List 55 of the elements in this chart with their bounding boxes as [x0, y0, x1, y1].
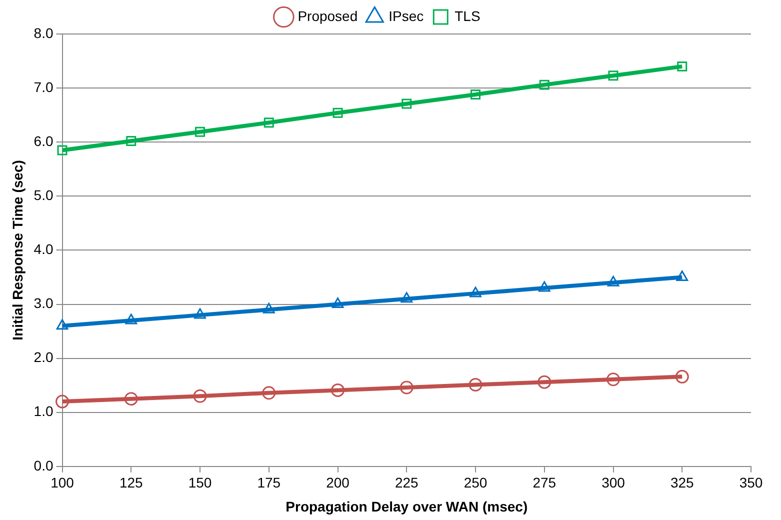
point	[608, 70, 618, 81]
point	[262, 386, 276, 400]
y-axis-title: Initial Response Time (sec)	[9, 160, 26, 340]
point	[400, 292, 413, 303]
x-tick-label: 125	[119, 474, 144, 491]
legend-label: Proposed	[298, 8, 358, 24]
point	[607, 276, 620, 286]
point	[57, 145, 68, 156]
legend-label: IPsec	[388, 8, 424, 24]
point	[676, 270, 688, 281]
point	[193, 389, 207, 403]
point	[126, 136, 136, 146]
point	[538, 375, 552, 389]
point	[677, 61, 688, 72]
point	[402, 98, 412, 109]
point	[331, 383, 345, 397]
x-tick-label: 225	[394, 474, 419, 491]
point	[606, 372, 620, 386]
y-tick-label: 3.0	[34, 295, 54, 312]
x-tick-label: 175	[257, 474, 281, 491]
point	[470, 90, 480, 100]
y-tick-label: 0.0	[34, 457, 54, 474]
point	[332, 298, 344, 308]
point	[470, 286, 482, 298]
y-tick-label: 5.0	[34, 187, 54, 204]
point	[124, 392, 138, 406]
point	[125, 314, 138, 324]
x-tick-label: 100	[50, 474, 74, 491]
point	[675, 370, 689, 384]
y-tick-label: 7.0	[34, 78, 54, 95]
point	[194, 308, 206, 319]
x-tick-label: 250	[464, 474, 488, 491]
x-axis-title: Propagation Delay over WAN (msec)	[286, 498, 528, 514]
x-tick-label: 350	[739, 474, 763, 491]
point	[538, 281, 550, 292]
y-tick-label: 6.0	[34, 132, 54, 149]
x-tick-label: 200	[326, 474, 350, 491]
y-tick-label: 2.0	[34, 349, 54, 366]
legend-label: TLS	[454, 8, 480, 24]
point	[195, 126, 205, 137]
x-tick-label: 275	[532, 474, 556, 491]
x-tick-label: 300	[602, 474, 626, 491]
point	[264, 118, 274, 128]
point	[262, 302, 275, 314]
y-tick-label: 8.0	[34, 24, 54, 41]
y-tick-label: 4.0	[34, 241, 54, 258]
x-tick-label: 325	[670, 474, 694, 491]
point	[539, 80, 550, 90]
point	[468, 378, 482, 392]
point	[332, 108, 343, 118]
x-tick-label: 150	[188, 474, 212, 491]
point	[56, 394, 70, 408]
point	[56, 319, 68, 330]
point	[400, 380, 414, 394]
y-tick-label: 1.0	[34, 403, 54, 420]
